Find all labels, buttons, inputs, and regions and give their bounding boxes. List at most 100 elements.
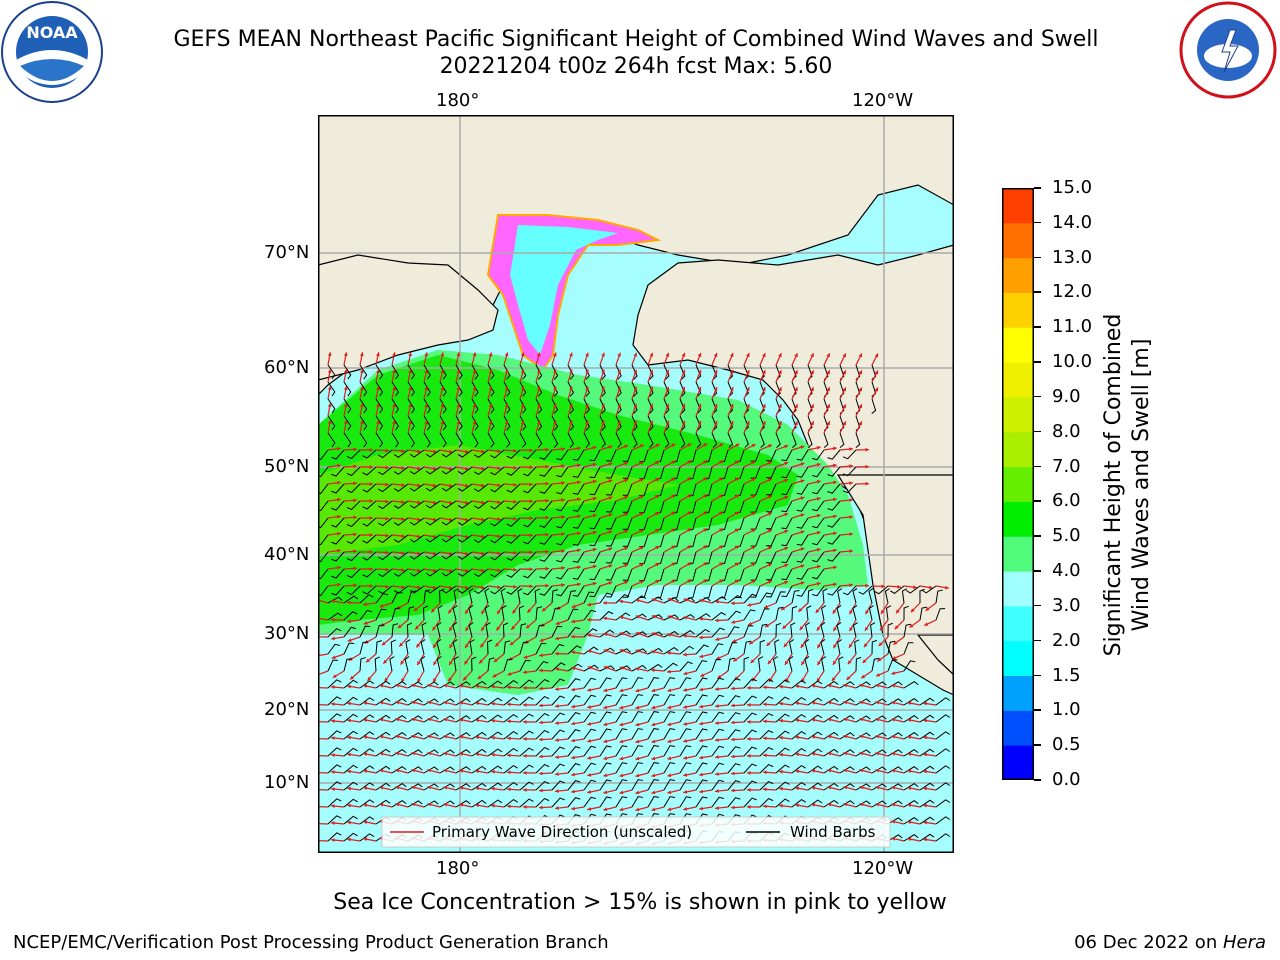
vector-glyph [683, 728, 708, 743]
vector-glyph [767, 639, 780, 665]
vector-glyph [379, 783, 407, 791]
colorbar-segment [1002, 745, 1034, 781]
vector-glyph [490, 482, 518, 493]
colorbar-tick-label: 4.0 [1052, 560, 1081, 582]
colorbar-tick-mark [1034, 674, 1041, 677]
vector-glyph [812, 565, 837, 580]
vector-glyph [651, 677, 676, 693]
vector-glyph [783, 622, 796, 648]
vector-glyph [683, 711, 708, 726]
vector-glyph [923, 697, 951, 706]
lon-label-top-180: 180° [436, 90, 480, 111]
vector-glyph [425, 500, 453, 509]
colorbar-tick-label: 0.5 [1052, 734, 1081, 756]
vector-glyph [699, 796, 724, 811]
vector-glyph [393, 500, 421, 509]
vector-glyph [619, 613, 647, 621]
colorbar-tick-mark [1034, 639, 1041, 642]
vector-glyph [666, 661, 693, 674]
vector-glyph [651, 796, 676, 812]
vector-glyph [378, 483, 405, 493]
colorbar-tick-mark [1034, 395, 1041, 398]
vector-glyph [635, 614, 663, 621]
vector-glyph [487, 369, 495, 397]
vector-glyph [379, 715, 407, 723]
vector-glyph [587, 711, 612, 726]
vector-glyph [522, 566, 550, 579]
vector-glyph [551, 352, 559, 380]
vector-glyph [522, 447, 550, 460]
vector-glyph [599, 352, 606, 380]
vector-glyph [766, 461, 789, 479]
vector-glyph [606, 512, 629, 530]
vector-glyph [667, 677, 692, 693]
vector-glyph [382, 639, 397, 665]
vector-glyph [347, 748, 375, 757]
vector-glyph [667, 779, 692, 795]
vector-glyph [871, 387, 879, 414]
vector-glyph [589, 581, 613, 598]
vector-glyph [586, 611, 614, 622]
vector-glyph [555, 626, 581, 641]
vector-glyph [347, 799, 375, 808]
vector-glyph [378, 585, 405, 595]
vector-glyph [571, 762, 596, 777]
vector-glyph [423, 352, 431, 380]
vector-glyph [539, 583, 565, 596]
vector-glyph [746, 763, 774, 775]
vector-glyph [587, 694, 612, 709]
vector-glyph [631, 369, 638, 397]
vector-glyph [567, 386, 575, 414]
vector-glyph [343, 352, 352, 380]
sea-ice-footnote: Sea Ice Concentration > 15% is shown in … [333, 890, 947, 915]
vector-glyph [894, 605, 909, 630]
vector-glyph [327, 352, 336, 380]
vector-glyph [859, 766, 887, 774]
vector-glyph [683, 613, 711, 621]
vector-glyph [318, 531, 341, 546]
vector-glyph [746, 729, 774, 741]
vector-glyph [425, 568, 453, 577]
vector-glyph [715, 729, 741, 742]
vector-glyph [506, 499, 534, 510]
vector-glyph [816, 639, 826, 666]
vector-glyph [400, 639, 411, 665]
vector-glyph [346, 448, 374, 460]
vector-glyph [923, 608, 946, 627]
vector-glyph [457, 551, 485, 560]
vector-glyph [714, 610, 741, 623]
vector-glyph [730, 746, 757, 759]
vector-glyph [331, 798, 358, 809]
vector-glyph [864, 588, 874, 615]
vector-glyph [730, 797, 757, 810]
vector-glyph [880, 588, 890, 615]
vector-glyph [875, 800, 903, 808]
vector-glyph [589, 479, 613, 496]
vector-glyph [606, 495, 629, 513]
vector-glyph [842, 447, 870, 460]
vector-glyph [667, 630, 695, 638]
vector-glyph [876, 640, 896, 662]
vector-glyph [395, 749, 423, 757]
colorbar-tick-label: 1.0 [1052, 699, 1081, 721]
vector-glyph [635, 779, 660, 795]
vector-glyph [875, 698, 903, 706]
vector-glyph [347, 697, 375, 706]
chart-title: GEFS MEAN Northeast Pacific Significant … [173, 27, 1099, 52]
lat-label-30n: 30°N [264, 623, 310, 644]
colorbar-tick-mark [1034, 326, 1041, 328]
vector-glyph [375, 352, 384, 380]
vector-glyph [477, 657, 495, 680]
vector-glyph [762, 747, 790, 758]
vector-glyph [762, 798, 790, 809]
vector-glyph [695, 386, 702, 414]
vector-glyph [796, 445, 821, 461]
vector-glyph [827, 783, 855, 791]
vector-glyph [347, 714, 375, 723]
vector-glyph [506, 567, 534, 578]
vector-glyph [347, 680, 375, 689]
vector-glyph [587, 762, 612, 777]
vector-glyph [619, 796, 644, 812]
vector-glyph [378, 517, 405, 527]
vector-glyph [743, 420, 750, 448]
